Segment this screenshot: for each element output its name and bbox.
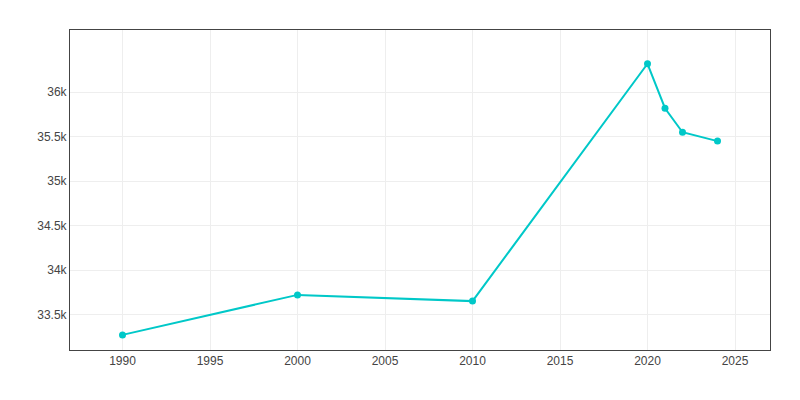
svg-text:34k: 34k [47, 263, 67, 277]
svg-text:1995: 1995 [197, 354, 224, 368]
svg-text:33.5k: 33.5k [37, 308, 67, 322]
svg-text:2010: 2010 [459, 354, 486, 368]
svg-text:2000: 2000 [284, 354, 311, 368]
svg-text:34.5k: 34.5k [37, 219, 67, 233]
svg-text:36k: 36k [47, 85, 67, 99]
svg-text:2015: 2015 [547, 354, 574, 368]
svg-text:2020: 2020 [634, 354, 661, 368]
svg-text:2005: 2005 [372, 354, 399, 368]
svg-text:1990: 1990 [109, 354, 136, 368]
svg-text:35k: 35k [47, 174, 67, 188]
svg-text:2025: 2025 [722, 354, 749, 368]
svg-text:35.5k: 35.5k [37, 130, 67, 144]
